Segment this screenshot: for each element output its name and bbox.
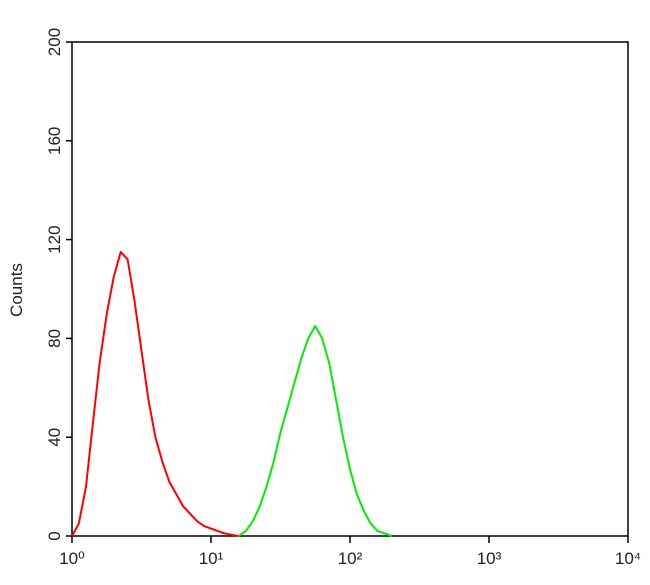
x-tick-label: 10³ [477, 549, 502, 568]
y-axis-label: Counts [7, 263, 26, 317]
x-tick-label: 10² [338, 549, 363, 568]
y-tick-label: 80 [45, 329, 64, 348]
y-tick-label: 200 [45, 28, 64, 56]
y-tick-label: 40 [45, 428, 64, 447]
x-tick-label: 10¹ [199, 549, 224, 568]
x-tick-label: 10⁰ [59, 549, 85, 568]
histogram-line [71, 251, 239, 537]
y-tick-label: 120 [45, 225, 64, 253]
plot-frame [71, 41, 629, 537]
x-tick-label: 10⁴ [615, 549, 641, 568]
y-tick-label: 0 [45, 531, 64, 540]
y-tick-label: 160 [45, 127, 64, 155]
histogram-line [238, 325, 393, 537]
